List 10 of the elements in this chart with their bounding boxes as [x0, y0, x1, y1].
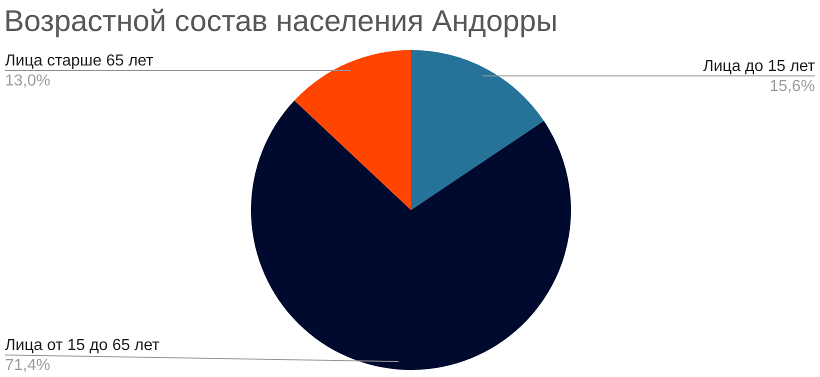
pie-slice: [411, 50, 544, 210]
data-label: 15,6%: [770, 78, 815, 95]
slice-label: Лица от 15 до 65 лет: [5, 337, 160, 354]
data-label: 71,4%: [5, 357, 50, 374]
chart-title: Возрастной состав населения Андорры: [4, 5, 558, 38]
slice-label: Лица старше 65 лет: [5, 52, 154, 70]
pie-slice: [294, 50, 411, 210]
slice-label: Лица до 15 лет: [703, 58, 816, 75]
data-label: 13,0%: [5, 72, 50, 90]
pie-slice: [251, 100, 571, 370]
